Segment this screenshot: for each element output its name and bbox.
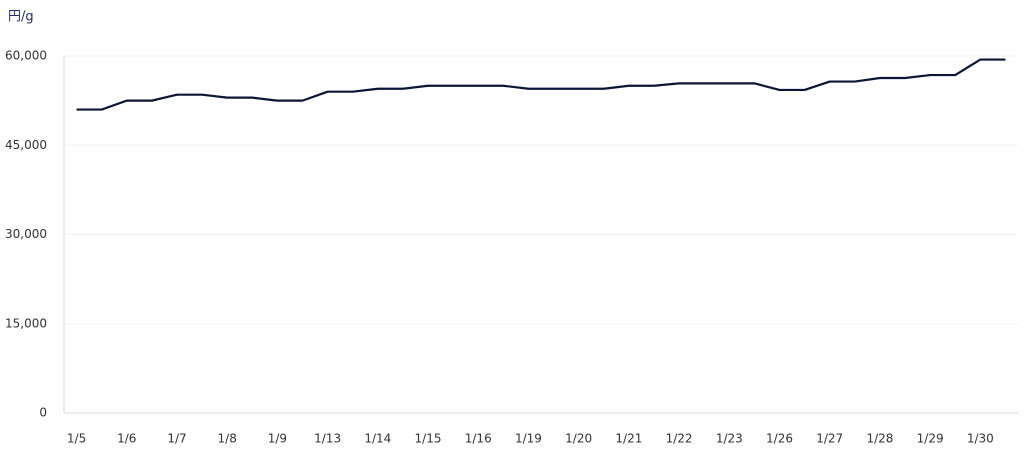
- y-tick-label: 30,000: [5, 227, 47, 241]
- x-tick-label: 1/22: [666, 432, 693, 446]
- y-axis-unit: 円/g: [8, 10, 34, 25]
- x-tick-label: 1/5: [67, 432, 86, 446]
- x-tick-label: 1/14: [364, 432, 391, 446]
- x-tick-label: 1/19: [515, 432, 542, 446]
- x-tick-label: 1/16: [465, 432, 492, 446]
- x-tick-label: 1/30: [967, 432, 994, 446]
- y-tick-label: 0: [39, 406, 47, 420]
- x-tick-label: 1/23: [716, 432, 743, 446]
- x-tick-label: 1/6: [117, 432, 136, 446]
- x-tick-label: 1/21: [615, 432, 642, 446]
- x-tick-label: 1/7: [167, 432, 186, 446]
- x-tick-label: 1/13: [314, 432, 341, 446]
- x-tick-label: 1/26: [766, 432, 793, 446]
- x-tick-label: 1/29: [917, 432, 944, 446]
- x-tick-label: 1/15: [415, 432, 442, 446]
- x-tick-label: 1/8: [218, 432, 237, 446]
- y-tick-label: 15,000: [5, 316, 47, 330]
- y-tick-label: 60,000: [5, 49, 47, 63]
- x-tick-label: 1/20: [565, 432, 592, 446]
- line-series: [76, 58, 1006, 111]
- x-tick-label: 1/9: [268, 432, 287, 446]
- x-tick-label: 1/27: [816, 432, 843, 446]
- y-tick-label: 45,000: [5, 138, 47, 152]
- x-tick-label: 1/28: [866, 432, 893, 446]
